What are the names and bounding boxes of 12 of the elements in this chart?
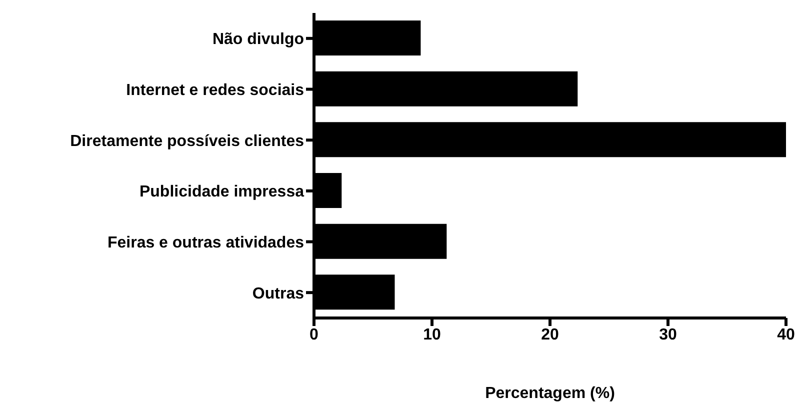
y-tick-label: Não divulgo bbox=[212, 31, 304, 48]
y-tick-label: Outras bbox=[252, 285, 304, 302]
x-tick-label: 40 bbox=[777, 326, 795, 344]
x-tick-label: 30 bbox=[659, 326, 677, 344]
x-axis-title: Percentagem (%) bbox=[485, 385, 615, 402]
x-tick-label: 0 bbox=[310, 326, 319, 344]
y-tick-label: Publicidade impressa bbox=[139, 184, 304, 201]
x-tick-label: 20 bbox=[541, 326, 559, 344]
y-tick-label: Feiras e outras atividades bbox=[107, 234, 304, 252]
y-tick-label: Internet e redes sociais bbox=[126, 82, 304, 99]
x-tick-label: 10 bbox=[423, 326, 441, 344]
y-tick-label: Diretamente possíveis clientes bbox=[70, 132, 304, 150]
